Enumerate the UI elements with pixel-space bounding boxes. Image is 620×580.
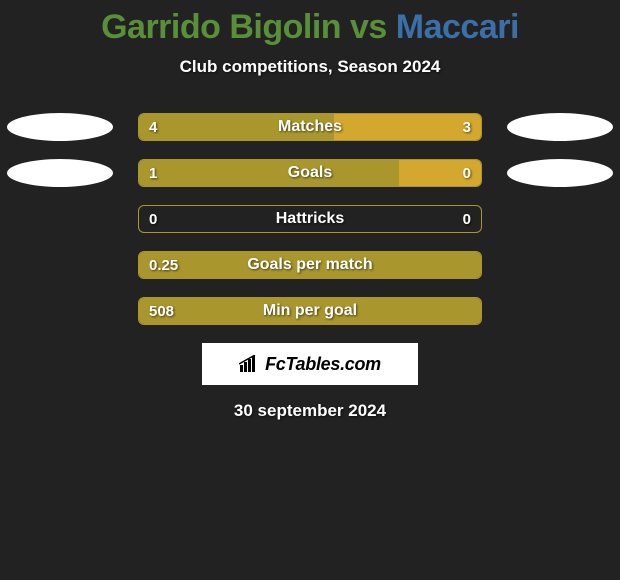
stat-left-value: 0 xyxy=(149,206,157,232)
stat-row: Goals per match0.25 xyxy=(0,251,620,279)
player-left-name: Garrido Bigolin xyxy=(101,8,341,46)
vs-separator: vs xyxy=(341,8,396,46)
stat-bar: Matches43 xyxy=(138,113,482,141)
stat-row: Min per goal508 xyxy=(0,297,620,325)
player-right-photo-placeholder xyxy=(507,159,613,187)
stat-bar-left-fill xyxy=(139,298,481,324)
stat-right-value: 0 xyxy=(463,160,471,186)
stat-right-value: 3 xyxy=(463,114,471,140)
stat-label: Hattricks xyxy=(139,206,481,232)
stat-bar-left-fill xyxy=(139,160,399,186)
stat-right-value: 0 xyxy=(463,206,471,232)
subtitle: Club competitions, Season 2024 xyxy=(180,57,441,77)
page-title: Garrido Bigolin vs Maccari xyxy=(101,8,519,47)
stat-bar-left-fill xyxy=(139,114,334,140)
chart-icon xyxy=(239,355,261,373)
player-right-photo-placeholder xyxy=(507,113,613,141)
stat-bar: Hattricks0 0 xyxy=(138,205,482,233)
stat-left-value: 4 xyxy=(149,114,157,140)
stat-bar-right-fill xyxy=(334,114,481,140)
branding-text: FcTables.com xyxy=(265,354,381,375)
stat-left-value: 0.25 xyxy=(149,252,178,278)
stat-row: Goals10 xyxy=(0,159,620,187)
stat-row: Hattricks0 0 xyxy=(0,205,620,233)
player-left-photo-placeholder xyxy=(7,113,113,141)
date-label: 30 september 2024 xyxy=(234,401,386,421)
stat-bar: Min per goal508 xyxy=(138,297,482,325)
stat-left-value: 508 xyxy=(149,298,174,324)
stat-bar: Goals10 xyxy=(138,159,482,187)
stat-bar: Goals per match0.25 xyxy=(138,251,482,279)
comparison-widget: Garrido Bigolin vs Maccari Club competit… xyxy=(0,0,620,421)
stats-area: Matches43Goals10Hattricks00Goals per mat… xyxy=(0,113,620,325)
stat-row: Matches43 xyxy=(0,113,620,141)
player-left-photo-placeholder xyxy=(7,159,113,187)
stat-left-value: 1 xyxy=(149,160,157,186)
player-right-name: Maccari xyxy=(396,8,519,46)
stat-bar-left-fill xyxy=(139,252,481,278)
branding-badge: FcTables.com xyxy=(202,343,418,385)
